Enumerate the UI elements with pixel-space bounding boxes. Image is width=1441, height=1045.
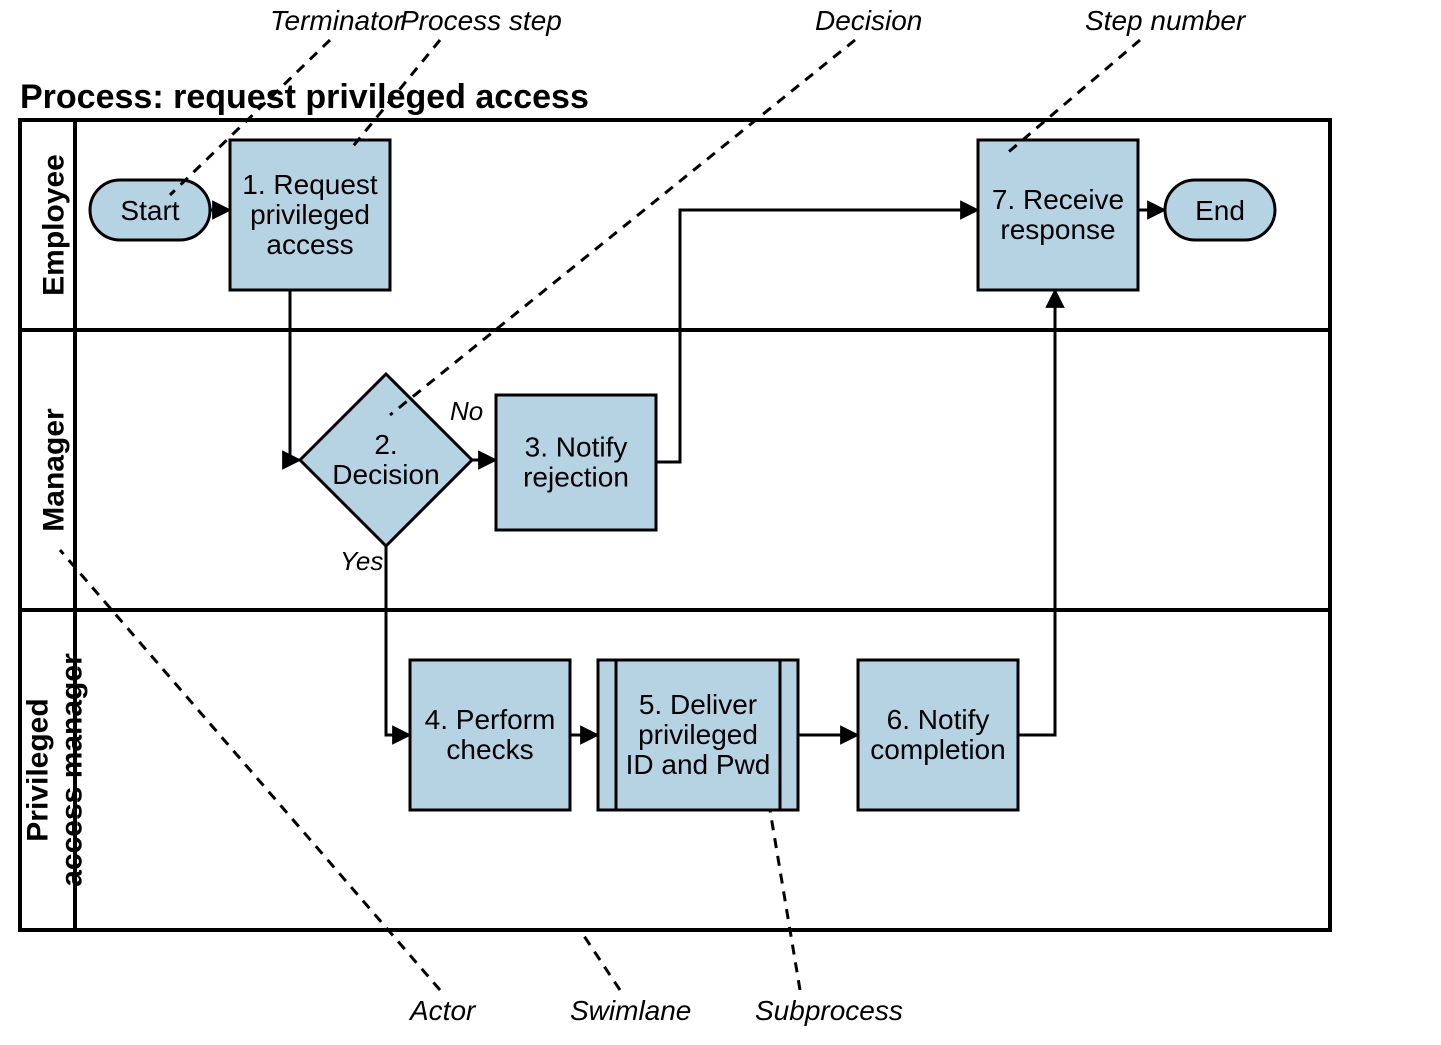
edge-n1-n2 (290, 290, 300, 460)
svg-text:6. Notifycompletion: 6. Notifycompletion (870, 704, 1005, 765)
callout-label-swimlane: Swimlane (570, 995, 691, 1026)
callout-label-subprocess: Subprocess (755, 995, 903, 1026)
callout-line-swimlane (580, 930, 620, 990)
node-n4: 4. Performchecks (410, 660, 570, 810)
lane-label-employee: Employee (38, 154, 71, 296)
node-end: End (1165, 180, 1275, 240)
node-start: Start (90, 180, 210, 240)
svg-text:Start: Start (120, 195, 179, 226)
svg-text:Manager: Manager (38, 408, 71, 532)
svg-text:Employee: Employee (38, 154, 71, 296)
callout-label-actor: Actor (408, 995, 477, 1026)
diagram-title: Process: request privileged access (20, 78, 589, 116)
nodes: Start 1. Requestprivilegedaccess 2.Decisio… (90, 140, 1275, 810)
edge-n3-n7 (656, 210, 978, 462)
edge-n2-n4 (386, 546, 410, 735)
swimlane-flowchart: Employee Manager Privilegedaccess manager P… (0, 0, 1441, 1045)
edge-n6-n7 (1018, 290, 1055, 735)
svg-text:Privilegedaccess manager: Privilegedaccess manager (22, 653, 89, 887)
node-n2: 2.Decision (300, 374, 472, 546)
node-n1: 1. Requestprivilegedaccess (230, 140, 390, 290)
callout-line-actor (60, 550, 440, 990)
svg-text:7. Receiveresponse: 7. Receiveresponse (992, 184, 1124, 245)
lane-label-manager: Manager (38, 408, 71, 532)
lane-label-pam: Privilegedaccess manager (22, 653, 89, 887)
node-n7: 7. Receiveresponse (978, 140, 1138, 290)
svg-text:3. Notifyrejection: 3. Notifyrejection (523, 432, 629, 493)
callout-line-step-number (1005, 40, 1140, 155)
callout-line-subprocess (770, 810, 800, 990)
svg-text:End: End (1195, 195, 1245, 226)
callout-label-terminator: Terminator (270, 5, 404, 36)
node-n6: 6. Notifycompletion (858, 660, 1018, 810)
callout-label-process-step: Process step (400, 5, 562, 36)
callout-label-step-number: Step number (1085, 5, 1247, 36)
edge-label-n2-n4: Yes (340, 546, 383, 576)
edge-label-n2-n3: No (450, 396, 483, 426)
node-n5: 5. DeliverprivilegedID and Pwd (598, 660, 798, 810)
svg-text:5. DeliverprivilegedID and Pwd: 5. DeliverprivilegedID and Pwd (626, 689, 771, 780)
node-n3: 3. Notifyrejection (496, 395, 656, 530)
callout-label-decision: Decision (815, 5, 922, 36)
